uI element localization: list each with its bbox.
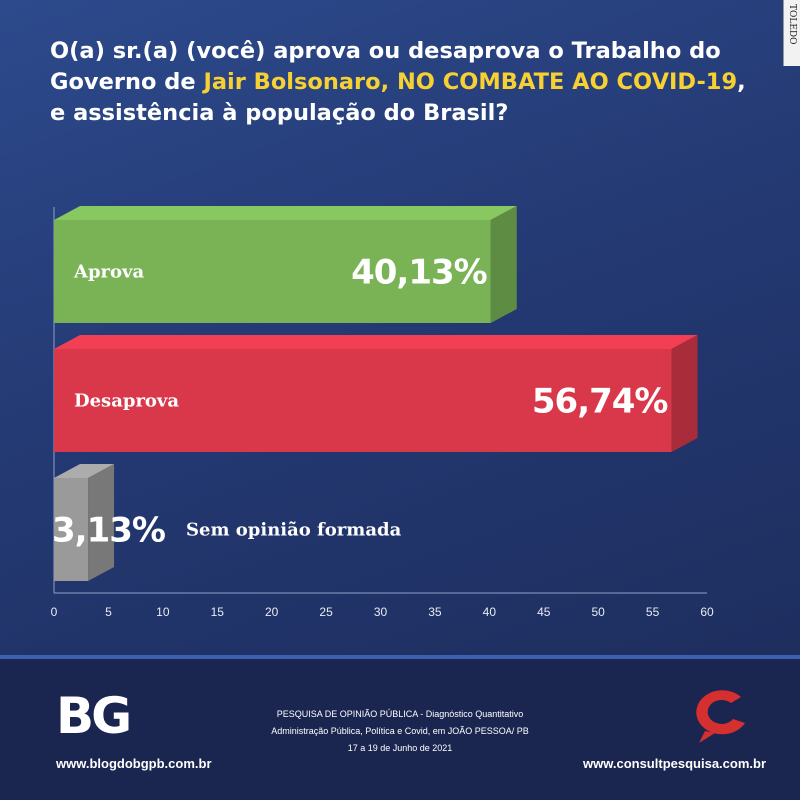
x-tick-label: 55 — [646, 605, 660, 619]
bar-3: 3,13% Sem opinião formada — [52, 464, 402, 581]
seal-text: TOLEDO — [787, 4, 797, 45]
x-tick-label: 15 — [211, 605, 225, 619]
survey-line: Administração Pública, Política e Covid,… — [271, 726, 529, 736]
bar-front-face — [54, 349, 672, 452]
bar-value-label: 3,13% — [52, 511, 165, 551]
x-tick-label: 25 — [319, 605, 333, 619]
question-title: O(a) sr.(a) (você) aprova ou desaprova o… — [50, 36, 750, 129]
bar-side-face — [671, 335, 698, 452]
survey-line: PESQUISA DE OPINIÃO PÚBLICA - Diagnóstic… — [276, 709, 524, 719]
bar-category-label: Desaprova — [74, 391, 179, 412]
bg-logo-text: BG — [56, 689, 129, 739]
bar-side-face — [88, 464, 115, 581]
blog-url[interactable]: www.blogdobgpb.com.br — [56, 756, 212, 771]
bar-1: 40,13% Aprova — [54, 206, 517, 323]
title-part-2: , e assistência à população do Brasil? — [50, 69, 746, 126]
x-tick-label: 60 — [700, 605, 714, 619]
x-tick-label: 45 — [537, 605, 551, 619]
bar-top-face — [54, 464, 115, 478]
consult-logo-icon — [696, 690, 745, 743]
x-tick-label: 40 — [483, 605, 497, 619]
bar-side-face — [490, 206, 517, 323]
footer: BG www.blogdobgpb.com.br PESQUISA DE OPI… — [0, 659, 800, 800]
toledo-seal: TOLEDO — [783, 0, 800, 66]
bar-value-label: 56,74% — [532, 382, 668, 422]
bar-value-label: 40,13% — [351, 253, 487, 293]
bar-front-face — [54, 220, 491, 323]
bar-2: 56,74% Desaprova — [54, 335, 698, 452]
bg-logo-icon: BG — [56, 689, 132, 739]
bar-category-label: Aprova — [73, 262, 145, 283]
x-tick-label: 35 — [428, 605, 442, 619]
title-part-1: O(a) sr.(a) (você) aprova ou desaprova o… — [50, 38, 721, 95]
survey-info: PESQUISA DE OPINIÃO PÚBLICA - Diagnóstic… — [230, 706, 570, 757]
x-tick-label: 0 — [51, 605, 58, 619]
bars-group: 40,13% Aprova 56,74% Desaprova 3,13% Sem opin… — [52, 206, 698, 581]
bar-top-face — [54, 206, 517, 220]
x-tick-label: 10 — [156, 605, 170, 619]
bar-front-face — [54, 478, 89, 581]
x-tick-label: 30 — [374, 605, 388, 619]
x-tick-label: 5 — [105, 605, 112, 619]
x-tick-labels: 0 5 10 15 20 25 30 35 40 45 50 55 60 — [51, 605, 714, 619]
bar-chart: 40,13% Aprova 56,74% Desaprova 3,13% Sem opin… — [51, 206, 714, 619]
consult-url[interactable]: www.consultpesquisa.com.br — [583, 756, 766, 771]
x-tick-label: 50 — [591, 605, 605, 619]
x-tick-label: 20 — [265, 605, 279, 619]
bar-top-face — [54, 335, 698, 349]
title-highlight: Jair Bolsonaro, NO COMBATE AO COVID-19 — [203, 69, 738, 95]
footer-divider — [0, 655, 800, 659]
bar-category-label: Sem opinião formada — [186, 520, 402, 541]
survey-line: 17 a 19 de Junho de 2021 — [347, 743, 453, 753]
